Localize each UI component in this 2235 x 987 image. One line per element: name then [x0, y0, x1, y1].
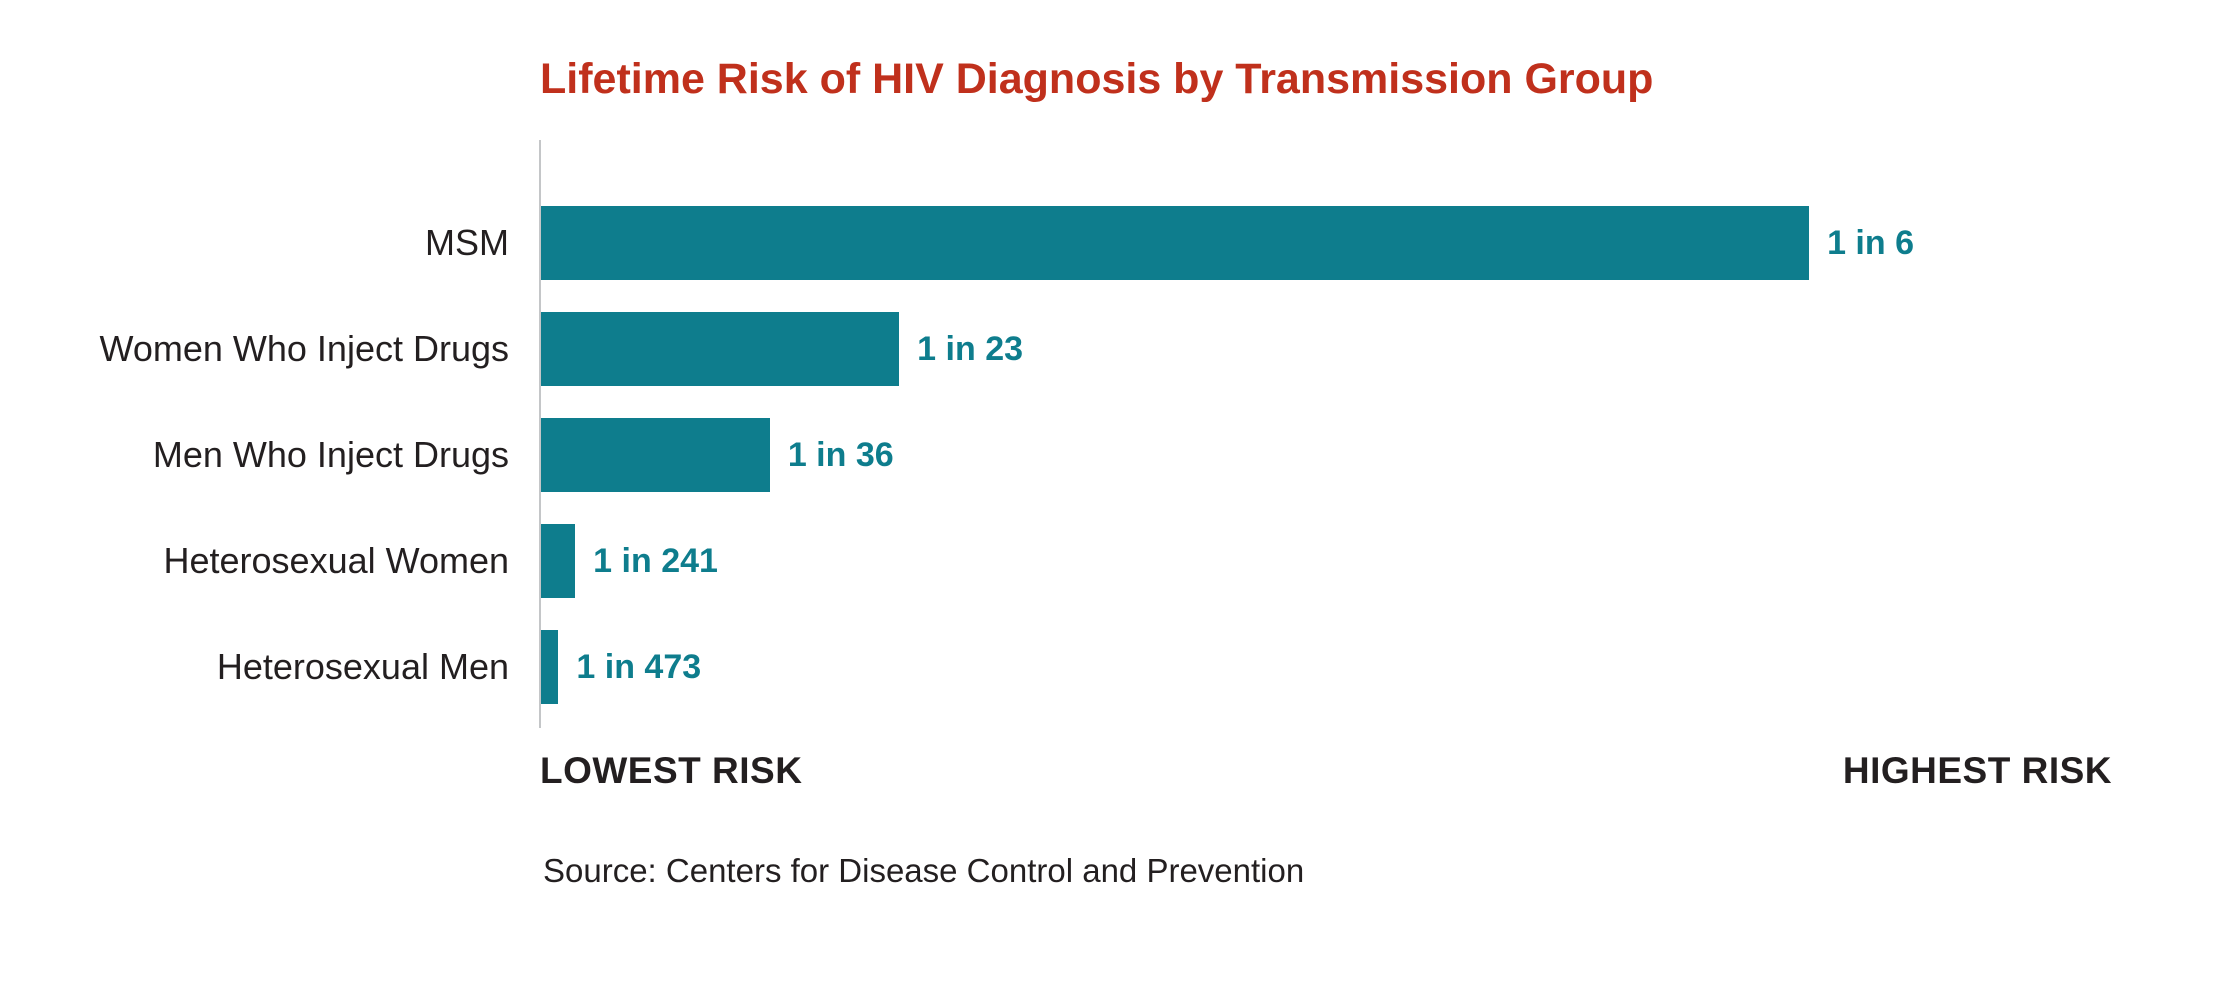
chart-title: Lifetime Risk of HIV Diagnosis by Transm…	[540, 55, 1654, 103]
chart-area: MSM 1 in 6 Women Who Inject Drugs 1 in 2…	[0, 140, 2235, 729]
category-label: Heterosexual Men	[216, 646, 509, 688]
value-label: 1 in 36	[787, 435, 894, 474]
bar-track: 1 in 23	[539, 312, 1914, 387]
value-label: 1 in 473	[576, 647, 702, 686]
source-attribution: Source: Centers for Disease Control and …	[543, 852, 1305, 890]
value-label: 1 in 23	[917, 329, 1024, 368]
category-label: Men Who Inject Drugs	[152, 434, 509, 476]
bar-men-who-inject-drugs	[541, 418, 770, 493]
bar-msm	[541, 206, 1810, 281]
bar-track: 1 in 36	[539, 418, 1914, 493]
chart-row: Women Who Inject Drugs 1 in 23	[0, 296, 2235, 402]
category-label: MSM	[425, 222, 509, 264]
chart-row: Heterosexual Women 1 in 241	[0, 508, 2235, 614]
bar-heterosexual-men	[541, 630, 559, 705]
chart-row: MSM 1 in 6	[0, 190, 2235, 296]
axis-label-lowest-risk: LOWEST RISK	[540, 750, 803, 792]
x-axis-labels: LOWEST RISK HIGHEST RISK	[540, 750, 2112, 792]
chart-row: Heterosexual Men 1 in 473	[0, 614, 2235, 720]
value-label: 1 in 241	[593, 541, 718, 580]
axis-label-highest-risk: HIGHEST RISK	[1842, 750, 2112, 792]
bar-women-who-inject-drugs	[541, 312, 900, 387]
bar-track: 1 in 241	[539, 524, 1914, 599]
category-label: Women Who Inject Drugs	[99, 328, 509, 370]
bar-heterosexual-women	[541, 524, 576, 599]
category-label: Heterosexual Women	[163, 540, 510, 582]
bar-track: 1 in 6	[539, 206, 1914, 281]
value-label: 1 in 6	[1827, 223, 1914, 262]
bar-track: 1 in 473	[539, 630, 1914, 705]
y-axis-line	[539, 140, 541, 729]
chart-row: Men Who Inject Drugs 1 in 36	[0, 402, 2235, 508]
